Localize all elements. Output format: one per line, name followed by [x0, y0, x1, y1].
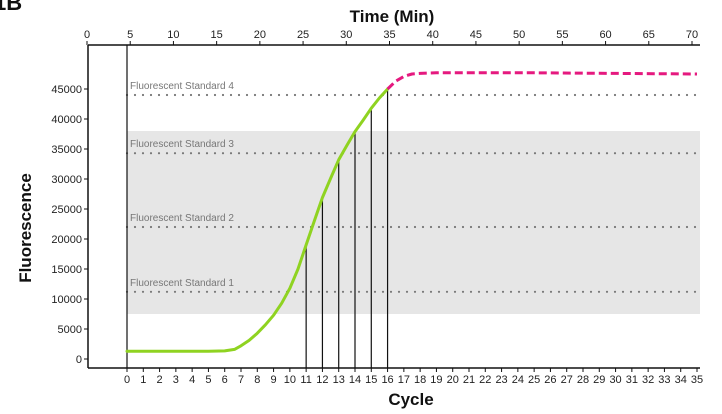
x-axis-tick-label-27: 27: [561, 374, 573, 386]
cycle-marker-lines: [126, 45, 389, 368]
standard-label-3: Fluorescent Standard 3: [130, 139, 234, 150]
y-axis-tick-label-15000: 15000: [51, 264, 82, 276]
top-axis-tick-label-65: 65: [643, 29, 655, 41]
y-axis-tick-label-20000: 20000: [51, 234, 82, 246]
x-axis-tick-label-15: 15: [365, 374, 377, 386]
top-axis-tick-label-25: 25: [297, 29, 309, 41]
y-axis-tick-label-10000: 10000: [51, 294, 82, 306]
x-axis-tick-label-33: 33: [658, 374, 670, 386]
standard-label-2: Fluorescent Standard 2: [130, 213, 234, 224]
x-axis-tick-label-1: 1: [140, 374, 146, 386]
x-axis-tick-label-12: 12: [316, 374, 328, 386]
x-axis-tick-label-20: 20: [447, 374, 459, 386]
x-axis-tick-label-4: 4: [189, 374, 195, 386]
x-axis-tick-label-16: 16: [381, 374, 393, 386]
x-axis-tick-label-8: 8: [254, 374, 260, 386]
shaded-band: [127, 131, 700, 314]
x-axis-tick-label-28: 28: [577, 374, 589, 386]
x-axis-tick-label-18: 18: [414, 374, 426, 386]
top-axis-tick-label-30: 30: [340, 29, 352, 41]
top-axis-tick-label-60: 60: [599, 29, 611, 41]
x-axis-tick-label-21: 21: [463, 374, 475, 386]
top-axis-tick-label-50: 50: [513, 29, 525, 41]
x-axis-tick-label-19: 19: [430, 374, 442, 386]
y-axis-tick-label-0: 0: [76, 354, 82, 366]
x-axis-tick-label-22: 22: [479, 374, 491, 386]
y-axis-tick-label-30000: 30000: [51, 174, 82, 186]
x-axis-tick-label-17: 17: [398, 374, 410, 386]
x-axis-tick-label-3: 3: [173, 374, 179, 386]
series: [125, 71, 698, 353]
x-axis-tick-label-14: 14: [349, 374, 361, 386]
top-axis-tick-label-45: 45: [470, 29, 482, 41]
top-axis-tick-label-0: 0: [84, 29, 90, 41]
top-axis-tick-label-20: 20: [254, 29, 266, 41]
standard-lines: Fluorescent Standard 1 Fluorescent Standa…: [125, 81, 699, 293]
x-axis-tick-label-2: 2: [157, 374, 163, 386]
x-axis-tick-label-5: 5: [205, 374, 211, 386]
x-axis-tick-label-13: 13: [333, 374, 345, 386]
x-axis-tick-label-35: 35: [691, 374, 703, 386]
x-axis-tick-label-11: 11: [300, 374, 311, 386]
x-axis-tick-label-30: 30: [609, 374, 621, 386]
x-axis-tick-label-26: 26: [544, 374, 556, 386]
top-axis-tick-label-35: 35: [383, 29, 395, 41]
top-axis-tick-label-40: 40: [427, 29, 439, 41]
y-axis-tick-label-45000: 45000: [51, 84, 82, 96]
axes: [87, 44, 700, 369]
series-dashed-line: [386, 71, 698, 91]
x-axis-tick-label-23: 23: [495, 374, 507, 386]
panel-label: 1B: [0, 0, 22, 15]
top-axis-title: Time (Min): [350, 7, 435, 26]
x-axis-tick-label-24: 24: [512, 374, 524, 386]
y-axis-title: Fluorescence: [16, 173, 35, 283]
x-axis-tick-label-31: 31: [626, 374, 638, 386]
shaded-band-rect: [127, 131, 700, 314]
standard-label-4: Fluorescent Standard 4: [130, 81, 234, 92]
x-axis-tick-label-7: 7: [238, 374, 244, 386]
top-axis-tick-label-10: 10: [167, 29, 179, 41]
y-axis-tick-label-5000: 5000: [58, 324, 82, 336]
x-axis-tick-label-9: 9: [271, 374, 277, 386]
x-axis-title: Cycle: [388, 390, 433, 409]
y-axis-tick-label-40000: 40000: [51, 114, 82, 126]
y-axis-tick-label-25000: 25000: [51, 204, 82, 216]
tick-labels: 0 5 10 15 20 25 30 35 40 45 50 55 60 65 700 1 2 3 4 5 6 7 8 9 10…: [51, 29, 703, 386]
top-axis-tick-label-15: 15: [211, 29, 223, 41]
x-axis-tick-label-32: 32: [642, 374, 654, 386]
x-axis-tick-label-29: 29: [593, 374, 605, 386]
series-solid-line: [125, 87, 390, 353]
top-axis-tick-label-70: 70: [686, 29, 698, 41]
y-axis-tick-label-35000: 35000: [51, 144, 82, 156]
x-axis-tick-label-25: 25: [528, 374, 540, 386]
x-axis-tick-label-0: 0: [124, 374, 130, 386]
x-axis-tick-label-34: 34: [675, 374, 687, 386]
standard-label-1: Fluorescent Standard 1: [130, 278, 234, 289]
top-axis-tick-label-55: 55: [556, 29, 568, 41]
x-axis-tick-label-10: 10: [284, 374, 296, 386]
x-axis-tick-label-6: 6: [222, 374, 228, 386]
top-axis-tick-label-5: 5: [127, 29, 133, 41]
